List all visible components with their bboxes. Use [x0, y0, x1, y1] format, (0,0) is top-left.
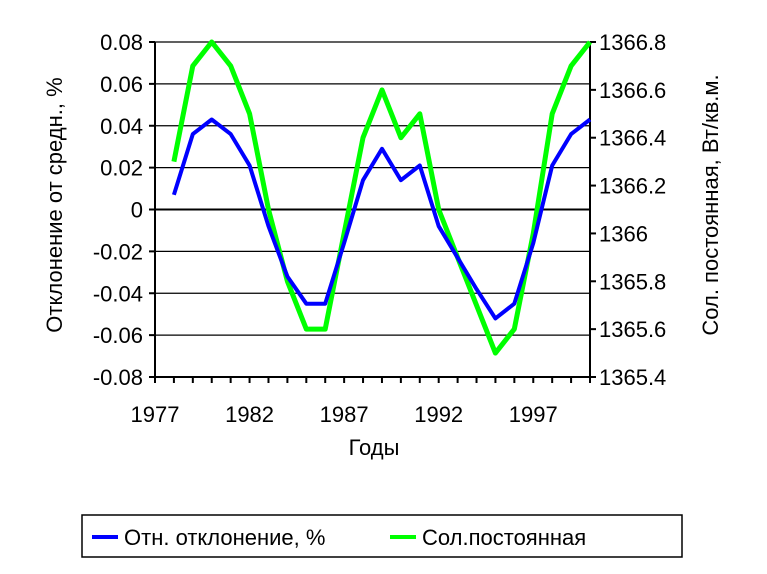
x-axis-title: Годы [349, 435, 400, 460]
left-tick-label: -0.04 [93, 281, 143, 306]
left-tick-label: -0.06 [93, 323, 143, 348]
x-tick-label: 1997 [509, 402, 558, 427]
right-tick-label: 1366 [599, 221, 648, 246]
left-tick-label: -0.08 [93, 365, 143, 390]
left-tick-label: 0 [131, 198, 143, 223]
x-tick-label: 1977 [131, 402, 180, 427]
legend-box [81, 514, 683, 558]
right-y-axis-title: Сол. постоянная, Вт/кв.м. [698, 74, 723, 335]
right-tick-label: 1366.4 [599, 126, 666, 151]
legend-label-series-1: Отн. отклонение, % [124, 525, 325, 550]
right-tick-label: 1366.6 [599, 78, 666, 103]
right-y-axis-ticks: 1365.4 1365.6 1365.8 1366 1366.2 1366.4 1366.6… [590, 30, 666, 390]
x-tick-label: 1987 [320, 402, 369, 427]
left-tick-label: -0.02 [93, 239, 143, 264]
series-layer [171, 39, 592, 356]
left-y-axis-ticks: -0.08 -0.06 -0.04 -0.02 0 0.02 0.04 0.06 0.08 [93, 30, 155, 390]
x-axis-ticks: 1977 1982 1987 1992 1997 [131, 377, 591, 427]
left-tick-label: 0.06 [100, 72, 143, 97]
series-line-1 [171, 117, 592, 321]
right-tick-label: 1365.6 [599, 317, 666, 342]
legend-label-series-2: Сол.постоянная [422, 525, 586, 550]
x-tick-label: 1992 [414, 402, 463, 427]
left-y-axis-title: Отклонение от средн., % [42, 77, 67, 332]
left-tick-label: 0.08 [100, 30, 143, 55]
legend: Отн. отклонение, % Сол.постоянная [81, 514, 683, 558]
right-tick-label: 1366.2 [599, 174, 666, 199]
left-tick-label: 0.02 [100, 156, 143, 181]
right-tick-label: 1365.8 [599, 269, 666, 294]
left-tick-label: 0.04 [100, 114, 143, 139]
right-tick-label: 1365.4 [599, 365, 666, 390]
right-tick-label: 1366.8 [599, 30, 666, 55]
gridlines [155, 41, 590, 378]
x-tick-label: 1982 [225, 402, 274, 427]
series-line-2 [171, 39, 592, 356]
